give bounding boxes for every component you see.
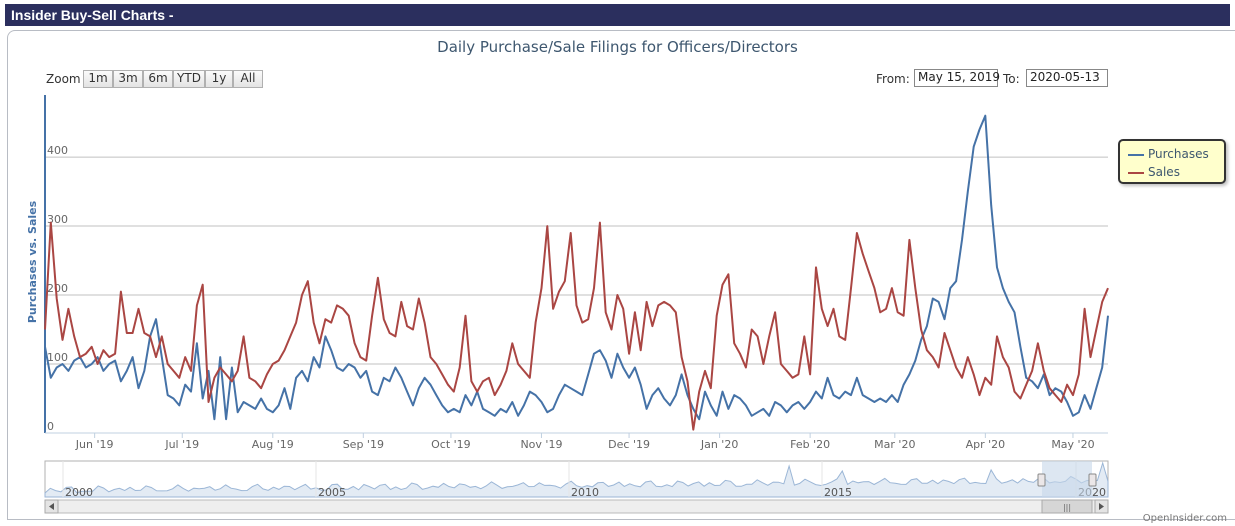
navigator: 20002005201020152020 <box>44 461 1109 499</box>
x-tick-label: Jul '19 <box>164 438 199 451</box>
navigator-selection[interactable] <box>1042 461 1092 497</box>
navigator-label: 2000 <box>65 486 93 499</box>
chart-title: Daily Purchase/Sale Filings for Officers… <box>437 38 798 56</box>
chart-legend: Purchases Sales <box>1118 139 1226 184</box>
x-tick-label: Sep '19 <box>343 438 384 451</box>
navigator-area <box>44 461 1109 498</box>
x-tick-label: Apr '20 <box>966 438 1006 451</box>
y-tick-label: 200 <box>47 282 68 295</box>
x-tick-labels: Jun '19 Jul '19 Aug '19 Sep '19 Oct '19 Nov '… <box>75 433 1095 451</box>
y-tick-label: 400 <box>47 144 68 157</box>
x-tick-label: Dec '19 <box>608 438 650 451</box>
zoom-6m-button[interactable]: 6m <box>143 70 173 88</box>
page-header: Insider Buy-Sell Charts - <box>5 4 1230 26</box>
range-from-input[interactable]: May 15, 2019 <box>914 69 1000 87</box>
range-from-label: From: <box>876 72 910 86</box>
navigator-label: 2010 <box>571 486 599 499</box>
grip-icon: ||| <box>1063 503 1071 512</box>
chevron-left-icon <box>49 503 54 510</box>
zoom-ytd-button[interactable]: YTD <box>173 70 205 88</box>
scrollbar-thumb[interactable] <box>1041 499 1093 514</box>
navigator-right-handle[interactable] <box>1088 473 1097 487</box>
x-tick-label: Jan '20 <box>700 438 738 451</box>
y-tick-label: 100 <box>47 351 68 364</box>
y-axis-title: Purchases vs. Sales <box>26 200 39 323</box>
zoom-label: Zoom <box>46 72 81 86</box>
range-to-input[interactable]: 2020-05-13 <box>1026 69 1108 87</box>
x-tick-label: Mar '20 <box>874 438 915 451</box>
zoom-1m-button[interactable]: 1m <box>83 70 113 88</box>
legend-label-sales: Sales <box>1148 165 1180 179</box>
series-line-purchases <box>44 114 1109 421</box>
legend-label-purchases: Purchases <box>1148 147 1209 161</box>
grid-lines <box>45 156 1108 365</box>
y-tick-labels: 0 100 200 300 400 <box>47 144 68 433</box>
scrollbar-track[interactable] <box>44 499 1109 514</box>
chart-panel <box>7 30 1235 520</box>
site-credit: OpenInsider.com <box>1142 513 1227 524</box>
y-tick-label: 0 <box>47 420 54 433</box>
x-tick-label: Jun '19 <box>75 438 114 451</box>
x-tick-label: Aug '19 <box>252 438 294 451</box>
series-line-sales <box>44 221 1109 431</box>
zoom-3m-button[interactable]: 3m <box>113 70 143 88</box>
navigator-left-handle[interactable] <box>1037 473 1046 487</box>
legend-swatch-purchases <box>1128 153 1144 156</box>
legend-item-purchases[interactable]: Purchases <box>1128 147 1209 161</box>
x-tick-label: Oct '19 <box>431 438 471 451</box>
x-tick-label: May '20 <box>1051 438 1094 451</box>
series-lines <box>44 114 1109 431</box>
navigator-label: 2005 <box>318 486 346 499</box>
x-tick-label: Nov '19 <box>520 438 562 451</box>
chevron-right-icon <box>1099 503 1104 510</box>
legend-swatch-sales <box>1128 171 1144 174</box>
zoom-1y-button[interactable]: 1y <box>205 70 233 88</box>
x-tick-label: Feb '20 <box>790 438 830 451</box>
range-to-label: To: <box>1003 72 1020 86</box>
y-tick-label: 300 <box>47 213 68 226</box>
navigator-label: 2015 <box>824 486 852 499</box>
legend-item-sales[interactable]: Sales <box>1128 165 1180 179</box>
zoom-all-button[interactable]: All <box>233 70 263 88</box>
